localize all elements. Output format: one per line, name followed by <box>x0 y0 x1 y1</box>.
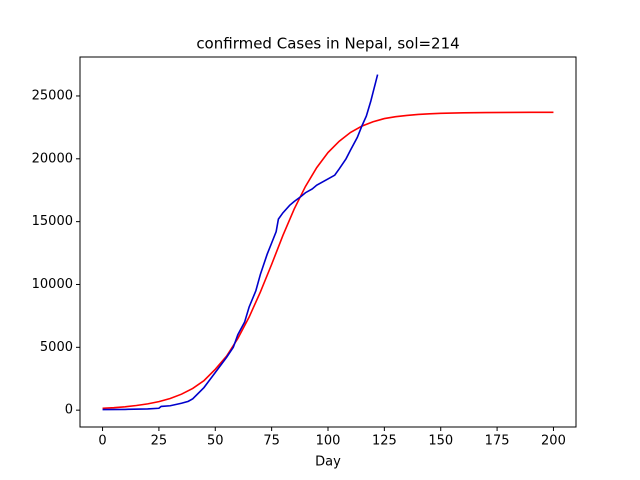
x-tick-label: 150 <box>428 434 453 449</box>
x-tick-label: 0 <box>98 434 106 449</box>
chart-title: confirmed Cases in Nepal, sol=214 <box>196 35 459 53</box>
y-tick-label: 5000 <box>40 340 73 355</box>
data-line <box>102 74 379 411</box>
x-tick-label: 75 <box>263 434 280 449</box>
x-tick-label: 50 <box>207 434 224 449</box>
x-axis-label: Day <box>315 455 341 470</box>
x-tick-label: 200 <box>541 434 566 449</box>
x-tick-label: 175 <box>485 434 510 449</box>
y-tick-label: 25000 <box>32 88 73 103</box>
y-tick-label: 10000 <box>32 277 73 292</box>
x-tick-label: 25 <box>151 434 168 449</box>
data-line <box>102 111 554 410</box>
x-tick-label: 125 <box>372 434 397 449</box>
y-tick-label: 0 <box>65 403 73 418</box>
y-tick-label: 15000 <box>32 214 73 229</box>
x-tick-label: 100 <box>316 434 341 449</box>
y-tick-label: 20000 <box>32 151 73 166</box>
